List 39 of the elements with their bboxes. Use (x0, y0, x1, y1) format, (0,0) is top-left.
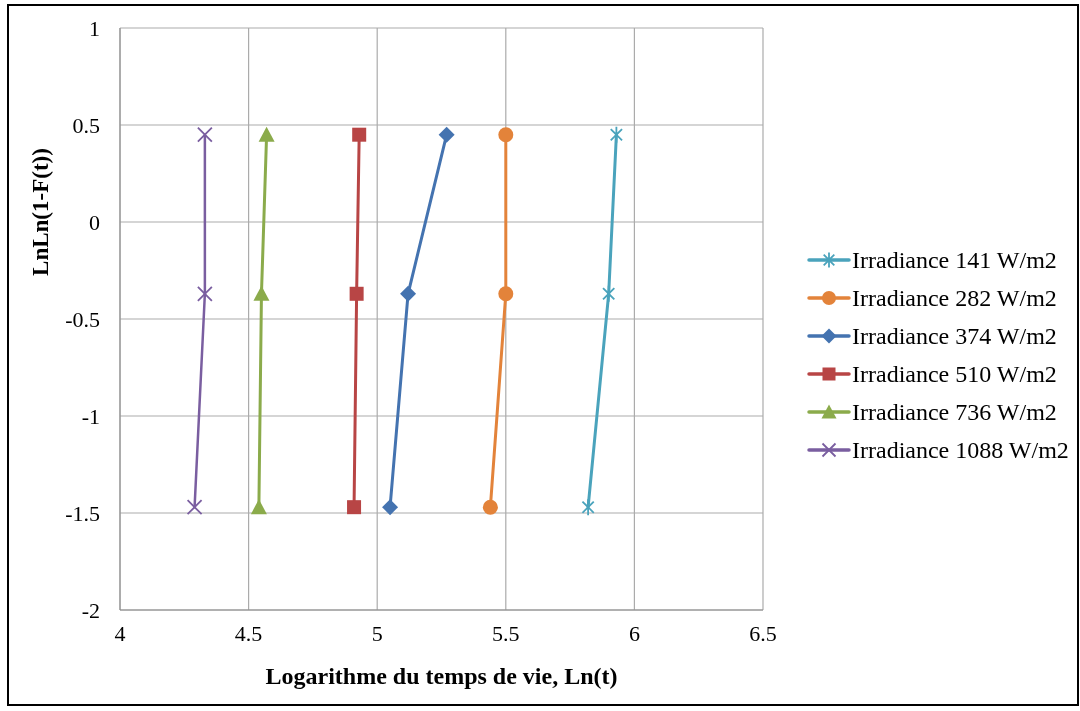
x-tick-label: 6.5 (749, 620, 777, 646)
point (482, 499, 498, 515)
x-tick-label: 5 (371, 620, 383, 646)
point (438, 126, 455, 143)
point (196, 285, 213, 302)
point (602, 285, 615, 302)
y-tick-label: -2 (81, 597, 100, 623)
y-axis-title: LnLn(1-F(t)) (27, 148, 53, 276)
point (382, 499, 399, 516)
point (250, 499, 267, 515)
point (498, 127, 514, 143)
point (196, 126, 213, 143)
point (186, 499, 203, 516)
y-tick-label: -1 (81, 403, 100, 429)
y-tick-label: 0.5 (72, 112, 100, 138)
legend-label: Irradiance 141 W/m2 (852, 246, 1057, 274)
y-tick-label: -1.5 (65, 500, 100, 526)
legend-label: Irradiance 282 W/m2 (852, 284, 1057, 312)
legend-label: Irradiance 510 W/m2 (852, 360, 1057, 388)
x-axis-title: Logarithme du temps de vie, Ln(t) (265, 663, 618, 689)
point (258, 126, 275, 142)
y-tick-label: 0 (89, 209, 100, 235)
x-tick-label: 6 (628, 620, 640, 646)
y-tick-label: -0.5 (65, 306, 100, 332)
point (498, 286, 514, 302)
point (349, 286, 364, 301)
point (400, 285, 417, 302)
legend-label: Irradiance 1088 W/m2 (852, 436, 1069, 464)
x-tick-label: 4 (114, 620, 126, 646)
point (581, 499, 595, 516)
point (347, 500, 362, 515)
y-tick-label: 1 (89, 15, 100, 41)
x-tick-label: 4.5 (234, 620, 263, 646)
point (352, 127, 367, 142)
legend-label: Irradiance 736 W/m2 (852, 398, 1057, 426)
legend-label: Irradiance 374 W/m2 (852, 322, 1057, 350)
point (253, 285, 270, 301)
point (610, 126, 623, 143)
x-tick-label: 5.5 (492, 620, 520, 646)
